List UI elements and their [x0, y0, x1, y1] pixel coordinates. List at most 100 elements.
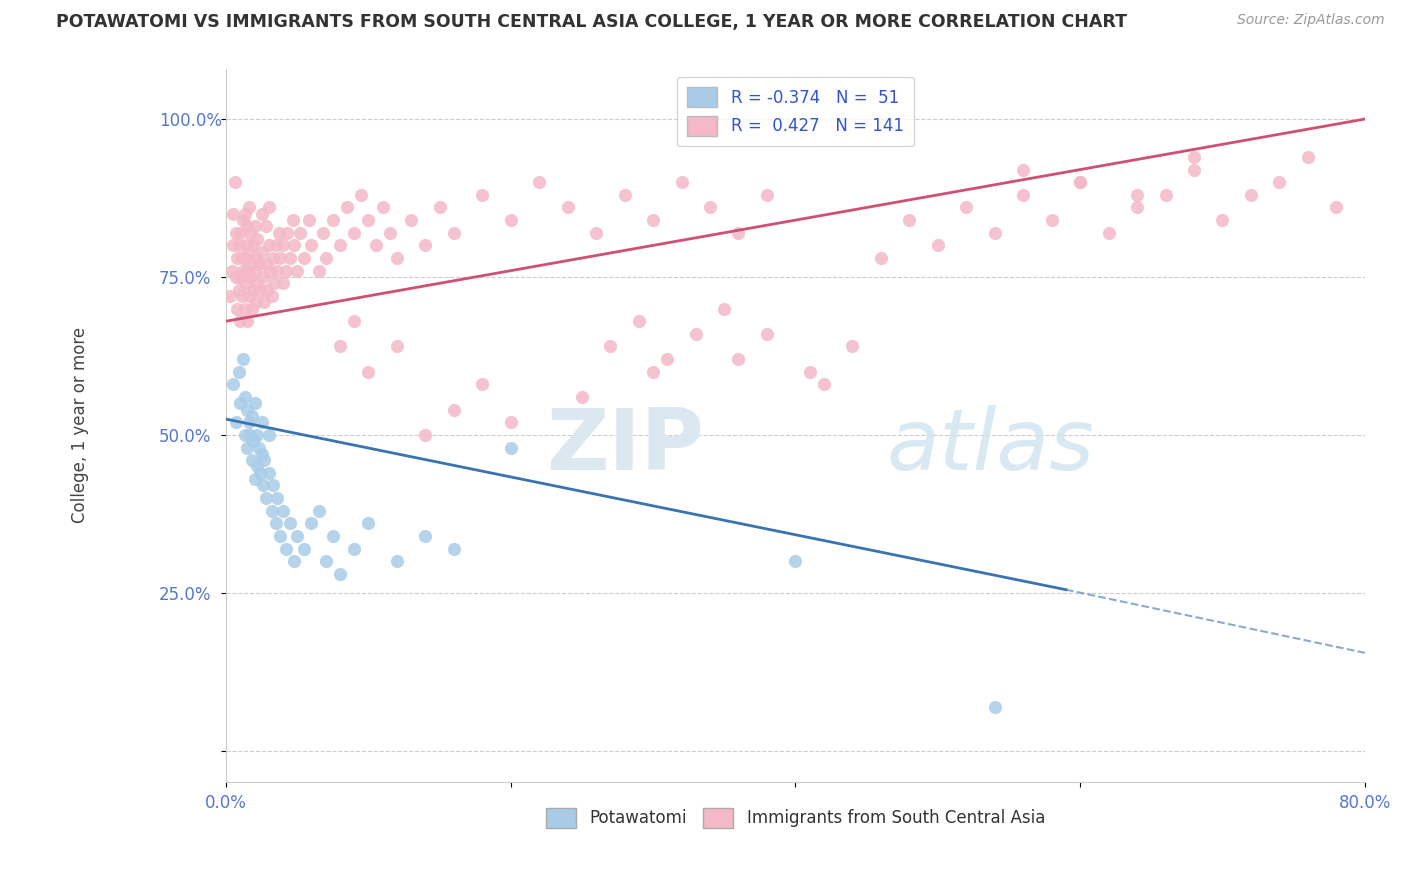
Point	[225, 226, 247, 240]
Point	[232, 263, 254, 277]
Point	[240, 453, 263, 467]
Text: ZIP: ZIP	[547, 405, 704, 488]
Point	[238, 415, 260, 429]
Point	[239, 226, 262, 240]
Point	[246, 428, 269, 442]
Point	[1069, 175, 1091, 189]
Point	[219, 289, 242, 303]
Point	[727, 352, 749, 367]
Point	[245, 295, 267, 310]
Point	[385, 339, 408, 353]
Point	[228, 238, 250, 252]
Point	[443, 541, 465, 556]
Point	[221, 263, 243, 277]
Point	[254, 491, 277, 505]
Point	[322, 213, 344, 227]
Point	[236, 219, 259, 234]
Point	[378, 226, 401, 240]
Point	[224, 175, 246, 189]
Point	[399, 213, 422, 227]
Point	[254, 219, 277, 234]
Point	[233, 251, 256, 265]
Point	[231, 289, 253, 303]
Point	[685, 326, 707, 341]
Point	[641, 213, 664, 227]
Point	[308, 263, 330, 277]
Point	[288, 226, 311, 240]
Point	[233, 428, 256, 442]
Point	[329, 339, 352, 353]
Point	[329, 238, 352, 252]
Point	[585, 226, 607, 240]
Point	[269, 529, 291, 543]
Point	[249, 466, 271, 480]
Point	[257, 466, 280, 480]
Point	[243, 263, 266, 277]
Point	[260, 504, 283, 518]
Point	[260, 289, 283, 303]
Point	[226, 251, 249, 265]
Point	[262, 251, 284, 265]
Point	[242, 238, 264, 252]
Point	[243, 219, 266, 234]
Point	[1211, 213, 1233, 227]
Point	[232, 213, 254, 227]
Point	[257, 201, 280, 215]
Point	[250, 244, 273, 259]
Point	[1012, 162, 1035, 177]
Point	[259, 263, 281, 277]
Point	[257, 428, 280, 442]
Point	[1126, 187, 1149, 202]
Point	[283, 238, 305, 252]
Point	[312, 226, 335, 240]
Point	[329, 566, 352, 581]
Point	[301, 238, 323, 252]
Point	[252, 478, 274, 492]
Point	[239, 428, 262, 442]
Point	[246, 277, 269, 291]
Point	[841, 339, 863, 353]
Point	[250, 415, 273, 429]
Point	[229, 226, 252, 240]
Point	[278, 516, 301, 531]
Point	[247, 441, 270, 455]
Point	[343, 226, 366, 240]
Point	[869, 251, 891, 265]
Point	[246, 459, 269, 474]
Point	[236, 441, 259, 455]
Point	[266, 491, 288, 505]
Point	[499, 415, 522, 429]
Point	[246, 232, 269, 246]
Point	[343, 314, 366, 328]
Point	[283, 554, 305, 568]
Point	[1097, 226, 1119, 240]
Point	[301, 516, 323, 531]
Point	[222, 377, 245, 392]
Point	[727, 226, 749, 240]
Point	[529, 175, 551, 189]
Point	[252, 270, 274, 285]
Point	[599, 339, 621, 353]
Point	[983, 226, 1005, 240]
Point	[235, 238, 257, 252]
Point	[557, 201, 579, 215]
Point	[274, 541, 297, 556]
Text: Source: ZipAtlas.com: Source: ZipAtlas.com	[1237, 13, 1385, 28]
Y-axis label: College, 1 year or more: College, 1 year or more	[72, 327, 89, 524]
Point	[322, 529, 344, 543]
Point	[257, 238, 280, 252]
Point	[254, 257, 277, 271]
Point	[415, 529, 437, 543]
Point	[443, 226, 465, 240]
Point	[571, 390, 593, 404]
Point	[240, 257, 263, 271]
Point	[657, 352, 679, 367]
Point	[315, 251, 337, 265]
Point	[292, 251, 315, 265]
Point	[357, 516, 380, 531]
Point	[1296, 150, 1319, 164]
Point	[231, 251, 253, 265]
Point	[222, 207, 245, 221]
Point	[250, 207, 273, 221]
Point	[233, 207, 256, 221]
